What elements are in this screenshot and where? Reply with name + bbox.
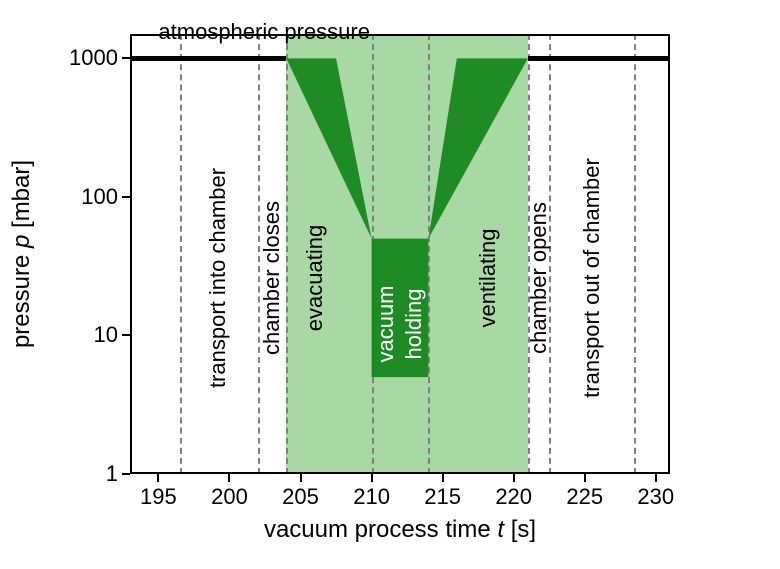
x-tick-mark bbox=[513, 474, 515, 482]
phase-label: vacuum bbox=[373, 286, 399, 363]
x-tick-mark bbox=[371, 474, 373, 482]
phase-label: evacuating bbox=[302, 225, 328, 331]
phase-label: chamber opens bbox=[526, 203, 552, 355]
phase-label: transport into chamber bbox=[205, 168, 231, 388]
x-tick-label: 205 bbox=[282, 484, 319, 510]
atmospheric-pressure-label: atmospheric pressure bbox=[158, 19, 370, 45]
x-tick-label: 220 bbox=[495, 484, 532, 510]
plot-area: atmospheric pressuretransport into chamb… bbox=[130, 34, 670, 474]
x-tick-mark bbox=[442, 474, 444, 482]
x-tick-label: 215 bbox=[424, 484, 461, 510]
phase-label: transport out of chamber bbox=[579, 159, 605, 399]
y-tick-mark bbox=[122, 196, 130, 198]
y-tick-label: 10 bbox=[94, 322, 118, 348]
phase-label: chamber closes bbox=[259, 201, 285, 355]
phase-label: holding bbox=[401, 289, 427, 360]
x-tick-mark bbox=[228, 474, 230, 482]
x-tick-label: 200 bbox=[211, 484, 248, 510]
x-tick-label: 195 bbox=[140, 484, 177, 510]
atmospheric-pressure-line bbox=[130, 56, 286, 61]
x-tick-mark bbox=[300, 474, 302, 482]
chart-figure: atmospheric pressure transport into chamb… bbox=[0, 0, 780, 569]
x-tick-mark bbox=[157, 474, 159, 482]
y-tick-mark bbox=[122, 57, 130, 59]
y-tick-mark bbox=[122, 473, 130, 475]
y-tick-label: 100 bbox=[81, 184, 118, 210]
y-axis-title: pressure p [mbar] bbox=[8, 160, 36, 348]
x-tick-label: 230 bbox=[637, 484, 674, 510]
x-tick-mark bbox=[655, 474, 657, 482]
phase-label: ventilating bbox=[475, 229, 501, 328]
y-tick-label: 1000 bbox=[69, 45, 118, 71]
atmospheric-pressure-line bbox=[528, 56, 670, 61]
x-axis-title: vacuum process time t [s] bbox=[264, 516, 536, 544]
x-tick-label: 225 bbox=[566, 484, 603, 510]
y-tick-label: 1 bbox=[106, 461, 118, 487]
y-tick-mark bbox=[122, 334, 130, 336]
x-tick-mark bbox=[584, 474, 586, 482]
x-tick-label: 210 bbox=[353, 484, 390, 510]
